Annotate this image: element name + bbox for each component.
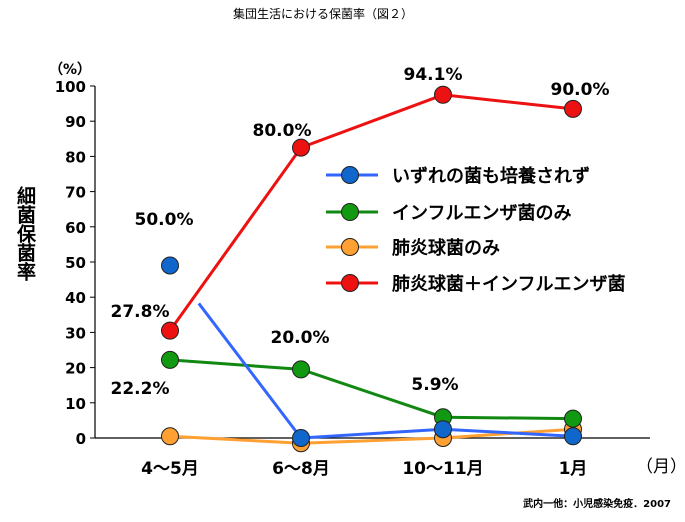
x-tick-label: 6～8月 <box>272 459 330 479</box>
y-tick-label: 70 <box>65 184 86 202</box>
data-point <box>161 321 179 340</box>
source-note: 武内一他：小児感染免疫．2007 <box>523 497 671 510</box>
data-point <box>292 138 310 157</box>
y-tick-label: 60 <box>65 219 86 237</box>
x-tick-label: 4～5月 <box>141 459 199 479</box>
data-point <box>161 350 179 369</box>
x-tick-labels: 4～5月 6～8月 10～11月 1月 <box>141 459 587 479</box>
x-tick-label: 1月 <box>559 459 588 479</box>
y-tick-label: 10 <box>65 395 86 413</box>
data-labels: 50.0% 27.8% 22.2% 80.0% 20.0% 94.1% 5.9% 90.0% <box>111 65 610 399</box>
data-point <box>564 99 582 118</box>
x-tick-label: 10～11月 <box>402 459 483 479</box>
data-label: 50.0% <box>135 210 194 230</box>
y-tick-label: 0 <box>76 430 86 448</box>
x-unit-label: （月） <box>636 457 685 477</box>
data-label: 80.0% <box>253 121 312 141</box>
series-line <box>168 93 574 332</box>
data-point <box>161 256 179 275</box>
series-line <box>169 427 574 445</box>
legend-label: いずれの菌も培養されず <box>392 165 590 187</box>
y-tick-label: 20 <box>65 360 86 378</box>
series-group <box>161 85 582 453</box>
data-point <box>434 420 452 439</box>
data-point <box>161 427 179 446</box>
data-label: 94.1% <box>404 65 463 85</box>
y-tick-label: 40 <box>65 289 86 307</box>
y-tick-label: 100 <box>55 78 86 96</box>
legend-marker <box>341 166 359 184</box>
data-point <box>434 85 452 104</box>
y-ticks: 0 10 20 30 40 50 60 70 80 90 100 <box>55 78 95 448</box>
y-unit-label: （%） <box>49 62 91 78</box>
data-label: 90.0% <box>551 80 610 100</box>
data-label: 22.2% <box>111 379 170 399</box>
chart-title: 集団生活における保菌率（図２） <box>233 6 413 21</box>
y-tick-label: 30 <box>65 324 86 342</box>
y-tick-label: 50 <box>65 254 86 272</box>
legend-marker <box>341 238 359 256</box>
y-axis-label: 細菌保菌率 <box>14 185 37 282</box>
y-tick-label: 80 <box>65 148 86 166</box>
y-tick-label: 90 <box>65 113 86 131</box>
series-3 <box>161 85 582 340</box>
legend-marker <box>341 274 359 292</box>
data-point <box>564 427 582 446</box>
data-label: 27.8% <box>111 302 170 322</box>
series-1 <box>161 350 582 428</box>
series-0 <box>161 256 582 447</box>
data-label: 20.0% <box>271 328 330 348</box>
legend-label: インフルエンザ菌のみ <box>392 203 571 224</box>
data-point <box>564 409 582 428</box>
series-line <box>197 302 574 440</box>
data-label: 5.9% <box>411 375 458 395</box>
data-point <box>292 429 310 447</box>
data-point <box>292 360 310 379</box>
series-line <box>169 358 574 421</box>
legend-label: 肺炎球菌＋インフルエンザ菌 <box>392 274 625 295</box>
legend-marker <box>341 203 359 221</box>
series-2 <box>161 420 582 453</box>
legend-label: 肺炎球菌のみ <box>392 238 500 259</box>
